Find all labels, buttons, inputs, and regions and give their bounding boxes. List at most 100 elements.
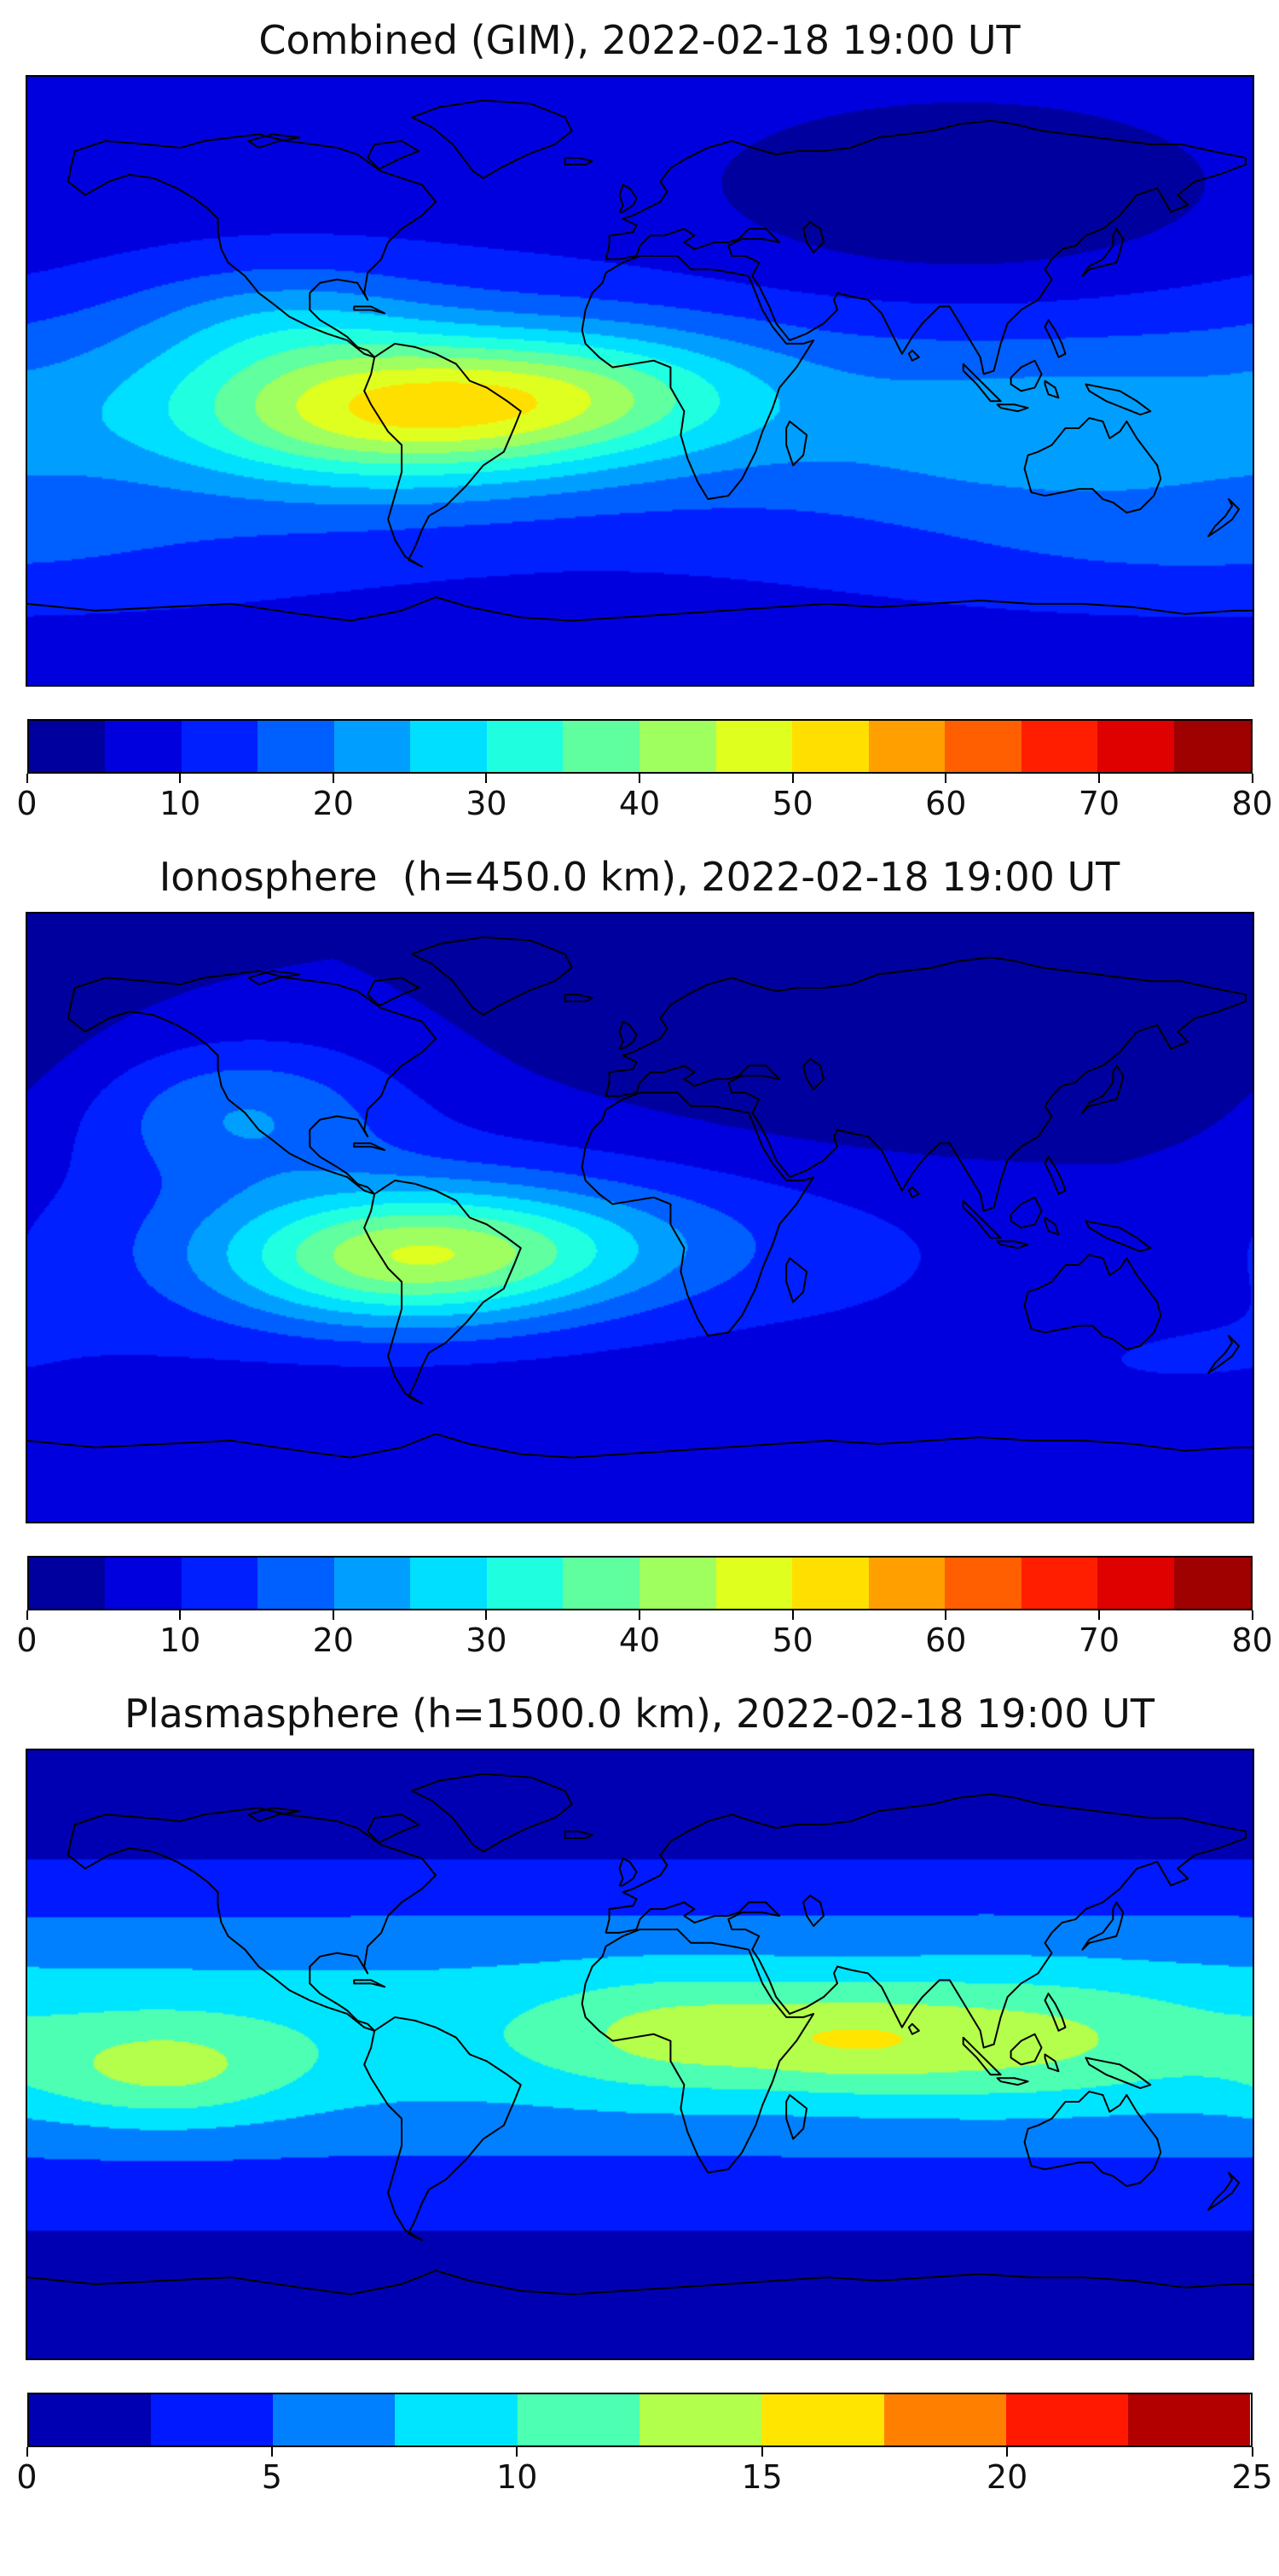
colorbar-ticks: 0 10 20 30 40 50 60 70 80 <box>16 774 1273 825</box>
colorbar-tick-label: 50 <box>772 1622 813 1659</box>
new-guinea-coastline <box>1085 384 1150 415</box>
japan-coastline <box>1082 1065 1123 1112</box>
sumatra-coastline <box>963 364 1000 402</box>
java-coastline <box>997 1241 1027 1248</box>
colorbar-tick <box>516 2447 518 2457</box>
colorbar-tick-label: 70 <box>1078 1622 1120 1659</box>
colorbar-segment <box>1021 1558 1098 1609</box>
borneo-coastline <box>1010 2034 1041 2065</box>
madagascar-coastline <box>786 1258 807 1302</box>
colorbar-ticks: 0 10 20 30 40 50 60 70 80 <box>16 1610 1273 1662</box>
coastlines-overlay <box>27 914 1253 1522</box>
cuba-coastline <box>354 1980 385 1987</box>
colorbar-tick <box>791 1610 794 1620</box>
greenland-coastline <box>412 937 572 1015</box>
colorbar-wrap: 0 10 20 30 40 50 60 70 80 <box>16 1556 1273 1662</box>
colorbar-segment <box>517 2394 640 2445</box>
colorbar <box>26 719 1253 774</box>
tec-map-canvas-plasmasphere <box>26 1750 1253 2358</box>
antarctica-coast-coastline <box>27 2271 1253 2295</box>
sri-lanka-coastline <box>908 351 918 361</box>
victoria-island-coastline <box>248 1807 299 1821</box>
ionosphere-figure: Ionosphere (h=450.0 km), 2022-02-18 19:0… <box>16 854 1272 1662</box>
colorbar-tick-label: 80 <box>1231 785 1273 822</box>
antarctica-coast-coastline <box>27 1434 1253 1458</box>
colorbar-segment <box>105 1558 182 1609</box>
plasmasphere-figure: Plasmasphere (h=1500.0 km), 2022-02-18 1… <box>16 1691 1272 2498</box>
caspian-sea-coastline <box>803 1895 824 1926</box>
australia-coastline <box>1024 2092 1160 2186</box>
madagascar-coastline <box>786 421 807 465</box>
eurasia-coastline <box>605 1794 1245 2047</box>
colorbar-segment <box>105 721 182 772</box>
colorbar-segment <box>945 721 1021 772</box>
new-guinea-coastline <box>1085 2057 1150 2088</box>
colorbar-segment <box>486 721 564 772</box>
new-guinea-coastline <box>1085 1221 1150 1251</box>
philippines-coastline <box>1045 1157 1065 1194</box>
madagascar-coastline <box>786 2095 807 2138</box>
iceland-coastline <box>564 158 592 165</box>
australia-coastline <box>1024 1255 1160 1349</box>
colorbar-segment <box>1128 2394 1251 2445</box>
figure-title-plasmasphere: Plasmasphere (h=1500.0 km), 2022-02-18 1… <box>124 1691 1155 1737</box>
sri-lanka-coastline <box>908 2024 918 2034</box>
colorbar-segment <box>715 1558 793 1609</box>
iceland-coastline <box>564 995 592 1001</box>
colorbar-tick-label: 10 <box>496 2458 538 2496</box>
colorbar-tick-label: 60 <box>925 785 967 822</box>
colorbar-tick <box>332 774 334 783</box>
colorbar-ticks: 0 5 10 15 20 25 <box>16 2447 1273 2498</box>
colorbar-tick <box>639 1610 640 1620</box>
colorbar-tick <box>332 1610 334 1620</box>
colorbar-tick-label: 20 <box>986 2458 1028 2496</box>
colorbar-segment <box>410 721 487 772</box>
colorbar-segment <box>28 721 106 772</box>
colorbar-segment <box>1173 721 1251 772</box>
colorbar-tick <box>1006 2447 1009 2457</box>
colorbar-segment <box>761 2394 884 2445</box>
colorbar-tick-label: 60 <box>925 1622 967 1659</box>
sulawesi-coastline <box>1045 381 1058 398</box>
colorbar-tick-label: 10 <box>159 1622 201 1659</box>
colorbar-tick-label: 40 <box>618 785 661 822</box>
colorbar-segment <box>273 2394 396 2445</box>
colorbar-segment <box>1021 721 1098 772</box>
colorbar-segment <box>640 1558 716 1609</box>
colorbar <box>26 2393 1253 2447</box>
sri-lanka-coastline <box>908 1187 918 1198</box>
colorbar-tick <box>1251 774 1253 783</box>
colorbar-segment <box>258 721 334 772</box>
greenland-coastline <box>412 101 572 178</box>
colorbar-tick-label: 40 <box>618 1622 661 1659</box>
colorbar-tick-label: 0 <box>16 1622 38 1659</box>
colorbar-tick-label: 20 <box>312 785 354 822</box>
colorbar-tick <box>1097 1610 1100 1620</box>
colorbar-segment <box>640 721 716 772</box>
colorbar-segment <box>410 1558 487 1609</box>
north-america-coastline <box>67 1807 435 2030</box>
map-frame-plasmasphere <box>25 1749 1254 2360</box>
colorbar-tick <box>945 1610 947 1620</box>
colorbar-segment <box>715 721 793 772</box>
colorbar-segment <box>181 1558 258 1609</box>
colorbar-tick-label: 70 <box>1078 785 1120 822</box>
colorbar-tick <box>1097 774 1100 783</box>
colorbar-tick <box>26 2447 28 2457</box>
colorbar-tick-label: 80 <box>1231 1622 1273 1659</box>
iceland-coastline <box>564 1831 592 1838</box>
britain-coastline <box>619 1859 636 1886</box>
colorbar-tick-label: 30 <box>466 785 507 822</box>
map-frame-ionosphere <box>25 912 1254 1523</box>
sulawesi-coastline <box>1045 2055 1058 2072</box>
cuba-coastline <box>354 1143 385 1150</box>
colorbar <box>26 1556 1253 1610</box>
colorbar-tick-label: 30 <box>466 1622 507 1659</box>
colorbar-tick <box>485 774 488 783</box>
colorbar-tick <box>179 1610 182 1620</box>
colorbar-segment <box>28 1558 106 1609</box>
borneo-coastline <box>1010 361 1041 392</box>
colorbar-segment <box>563 721 640 772</box>
colorbar-tick <box>761 2447 763 2457</box>
colorbar-segment <box>28 2394 151 2445</box>
